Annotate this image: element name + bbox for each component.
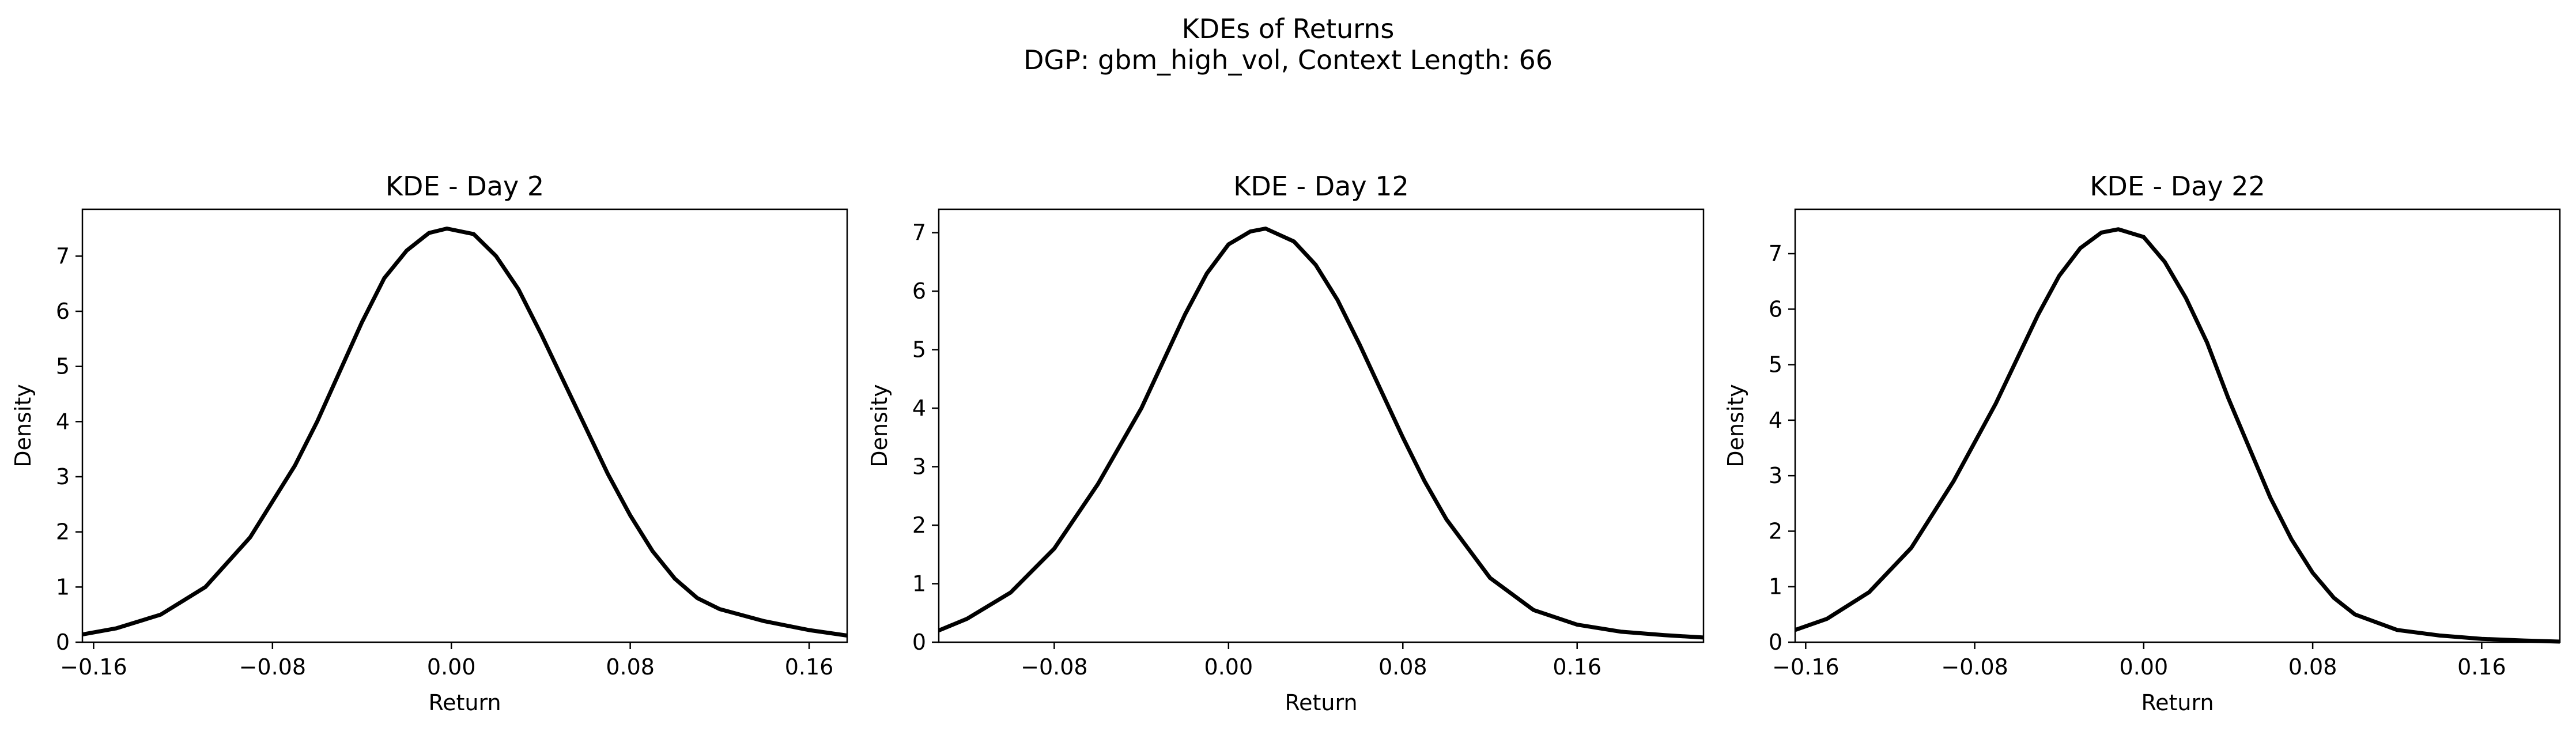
y-axis-label: Density: [867, 384, 892, 467]
y-tick-label: 7: [1769, 241, 1782, 266]
x-tick-label: 0.16: [785, 654, 834, 680]
y-tick-label: 0: [1769, 630, 1782, 655]
x-axis-label: Return: [2141, 690, 2214, 715]
y-tick-label: 2: [56, 519, 70, 545]
y-tick-label: 2: [912, 512, 926, 538]
x-tick-label: −0.16: [1772, 654, 1839, 680]
subplot-title: KDE - Day 12: [1233, 171, 1408, 202]
x-tick-label: 0.08: [1378, 654, 1427, 680]
y-tick-label: 6: [1769, 296, 1782, 322]
x-axis-label: Return: [428, 690, 501, 715]
y-tick-label: 4: [56, 409, 70, 434]
x-tick-label: −0.08: [1941, 654, 2008, 680]
x-tick-label: −0.16: [60, 654, 127, 680]
y-tick-label: 6: [56, 299, 70, 324]
y-tick-label: 1: [1769, 574, 1782, 600]
y-tick-label: 2: [1769, 518, 1782, 544]
y-tick-label: 4: [1769, 408, 1782, 433]
y-tick-label: 5: [912, 337, 926, 363]
x-axis-label: Return: [1285, 690, 1357, 715]
x-tick-label: 0.00: [1204, 654, 1253, 680]
y-tick-label: 4: [912, 395, 926, 421]
x-tick-label: 0.08: [606, 654, 655, 680]
kde-curve: [938, 227, 1704, 640]
y-tick-label: 0: [912, 630, 926, 655]
subplot-title: KDE - Day 22: [2090, 171, 2265, 202]
subplot-title: KDE - Day 2: [386, 171, 544, 202]
axes-frame: [938, 208, 1705, 643]
axes-frame: [1794, 208, 2561, 643]
figure-title: KDEs of Returns: [1181, 13, 1395, 44]
y-tick-label: 7: [56, 243, 70, 269]
x-tick-label: 0.00: [427, 654, 476, 680]
kde-curve: [82, 227, 848, 638]
y-tick-label: 5: [1769, 352, 1782, 378]
subplot-day-22: KDE - Day 22 Return Density −0.16 −0.08 0.…: [1723, 171, 2561, 715]
x-tick-label: 0.00: [2120, 654, 2169, 680]
kde-curve: [1794, 227, 2560, 644]
y-tick-label: 3: [912, 454, 926, 480]
x-tick-label: 0.16: [2457, 654, 2506, 680]
y-tick-label: 0: [56, 630, 70, 655]
x-tick-label: −0.08: [1021, 654, 1087, 680]
x-tick-label: 0.08: [2288, 654, 2337, 680]
y-tick-label: 3: [1769, 463, 1782, 488]
y-tick-label: 1: [912, 571, 926, 597]
y-tick-label: 3: [56, 464, 70, 489]
axes-frame: [81, 208, 848, 643]
figure-subtitle: DGP: gbm_high_vol, Context Length: 66: [1023, 44, 1553, 76]
y-tick-label: 7: [912, 220, 926, 246]
y-axis-label: Density: [1723, 384, 1748, 467]
subplot-day-12: KDE - Day 12 Return Density −0.08 0.00 0.0…: [867, 171, 1705, 715]
y-tick-label: 5: [56, 354, 70, 379]
y-axis-label: Density: [10, 384, 36, 467]
y-tick-label: 1: [56, 574, 70, 600]
subplot-day-2: KDE - Day 2 Return Density −0.16 −0.08 0.0…: [10, 171, 848, 715]
x-tick-label: 0.16: [1553, 654, 1601, 680]
y-tick-label: 6: [912, 278, 926, 304]
x-tick-label: −0.08: [239, 654, 306, 680]
